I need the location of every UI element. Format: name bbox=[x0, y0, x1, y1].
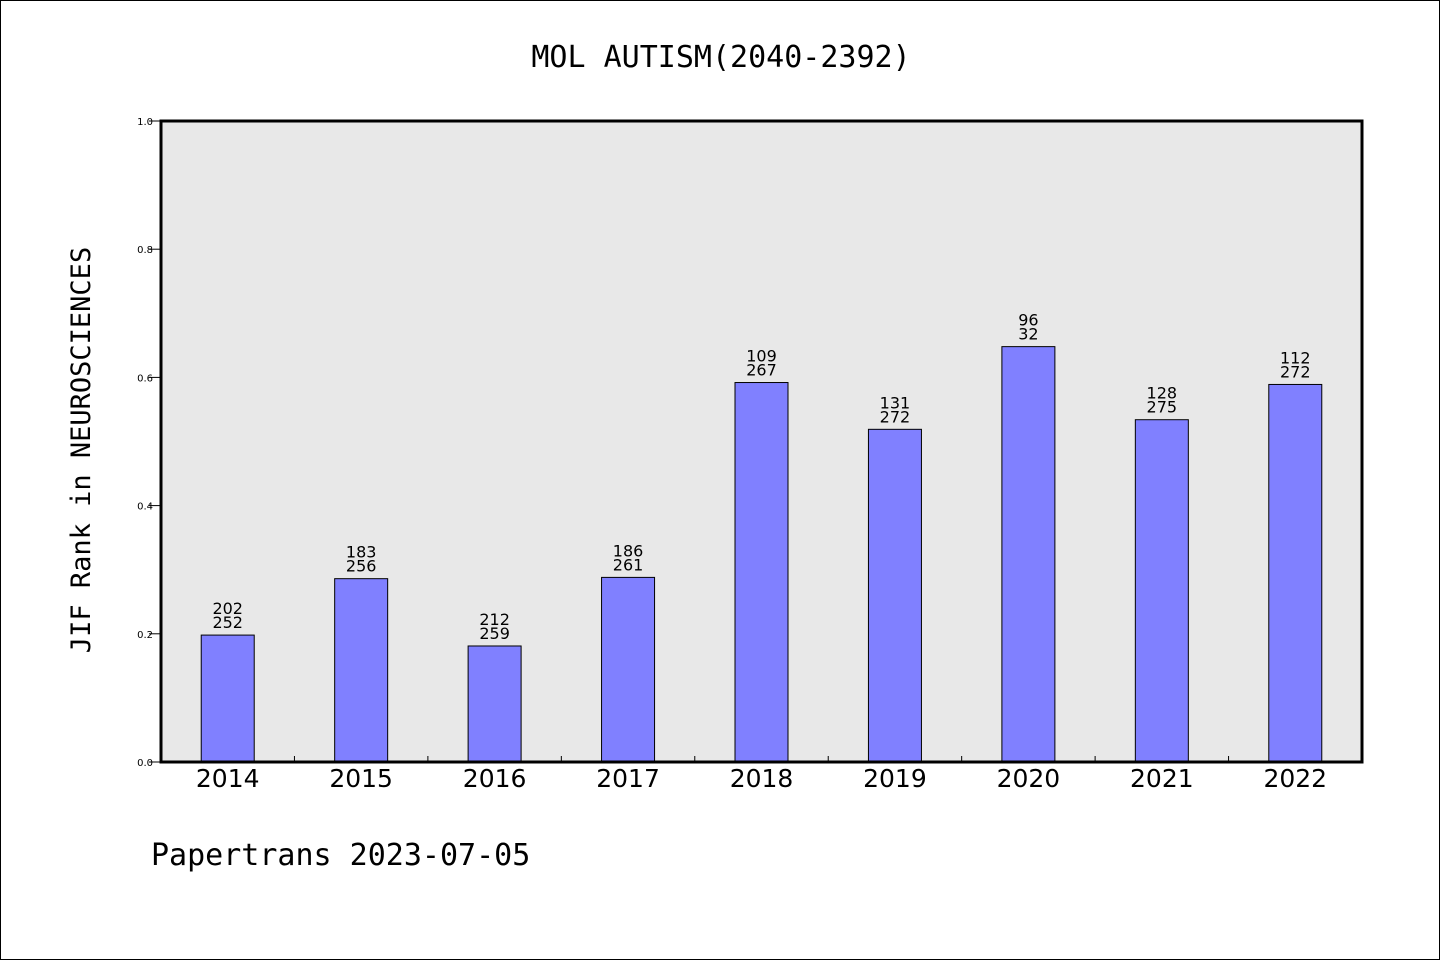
bar-label-top: 131 bbox=[880, 393, 911, 412]
bar-label-top: 212 bbox=[479, 610, 510, 629]
bar-label-bottom: 267 bbox=[746, 361, 777, 380]
bar-label-top: 186 bbox=[613, 541, 644, 560]
bar-label-top: 183 bbox=[346, 543, 377, 562]
bar-label-bottom: 252 bbox=[212, 613, 243, 632]
y-tick-label: 1.0 bbox=[137, 117, 153, 128]
x-tick-label: 2022 bbox=[1263, 764, 1327, 793]
y-axis-label: JIF Rank in NEUROSCIENCES bbox=[66, 247, 97, 653]
bar-label-top: 202 bbox=[212, 599, 243, 618]
bar-2019 bbox=[867, 428, 922, 763]
bar-2018 bbox=[734, 382, 789, 763]
bar-label-bottom: 261 bbox=[613, 555, 644, 574]
x-tick-label: 2021 bbox=[1130, 764, 1194, 793]
bar-label-bottom: 272 bbox=[1280, 362, 1311, 381]
y-tick-label: 0.4 bbox=[137, 502, 153, 513]
bar-2020 bbox=[1001, 346, 1056, 763]
x-tick-label: 2015 bbox=[329, 764, 393, 793]
bar-2016 bbox=[467, 645, 522, 763]
x-tick-label: 2020 bbox=[997, 764, 1061, 793]
bar-label-bottom: 259 bbox=[479, 624, 510, 643]
y-tick-label: 0.8 bbox=[137, 245, 153, 256]
bar-label-top: 96 bbox=[1018, 311, 1038, 330]
footer-text: Papertrans 2023-07-05 bbox=[151, 838, 530, 873]
bar-label-bottom: 275 bbox=[1147, 398, 1178, 417]
bar-2014 bbox=[200, 634, 255, 763]
y-tick-label: 0.0 bbox=[137, 758, 153, 769]
bar-2015 bbox=[334, 578, 389, 763]
bar-2022 bbox=[1268, 383, 1323, 763]
bar-label-top: 109 bbox=[746, 347, 777, 366]
x-tick-label: 2017 bbox=[596, 764, 660, 793]
bar-label-top: 112 bbox=[1280, 348, 1311, 367]
x-tick-label: 2018 bbox=[730, 764, 794, 793]
bar-label-bottom: 32 bbox=[1018, 325, 1038, 344]
chart-title: MOL AUTISM(2040-2392) bbox=[531, 40, 910, 75]
x-tick-label: 2014 bbox=[196, 764, 260, 793]
bar-label-top: 128 bbox=[1147, 384, 1178, 403]
x-tick-label: 2019 bbox=[863, 764, 927, 793]
bar-2021 bbox=[1134, 419, 1189, 763]
y-tick-label: 0.2 bbox=[137, 630, 153, 641]
bar-label-bottom: 256 bbox=[346, 557, 377, 576]
y-tick-label: 0.6 bbox=[137, 373, 153, 384]
plot-border bbox=[159, 119, 1364, 764]
x-tick-label: 2016 bbox=[463, 764, 527, 793]
bar-2017 bbox=[601, 576, 656, 763]
bar-label-bottom: 272 bbox=[880, 407, 911, 426]
